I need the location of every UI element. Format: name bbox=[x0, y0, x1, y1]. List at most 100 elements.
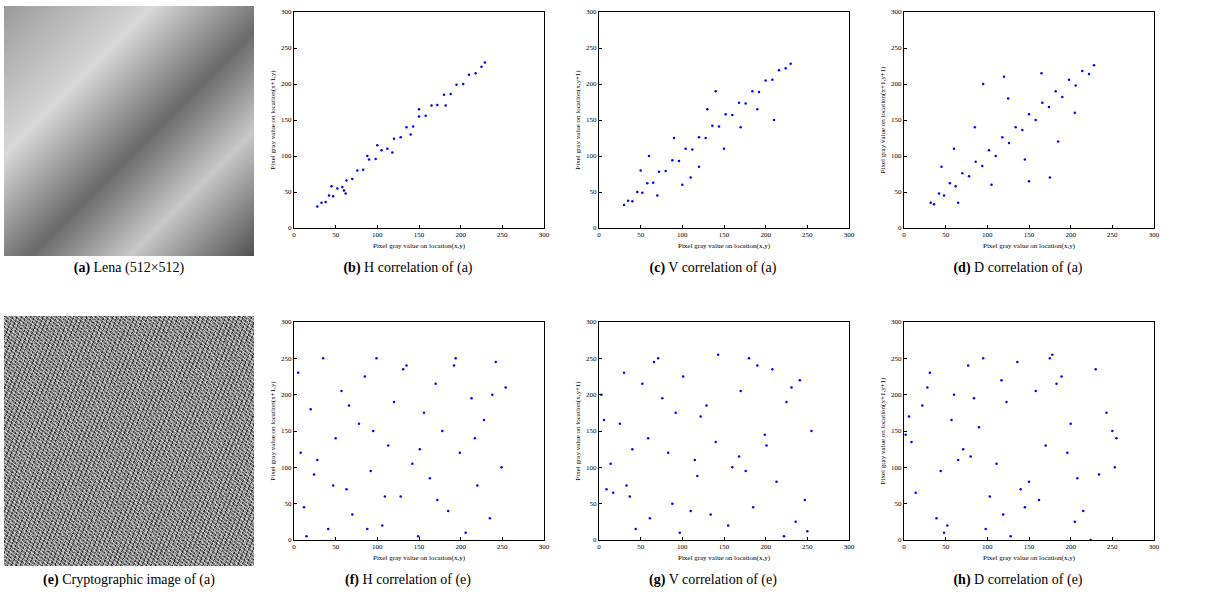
svg-text:250: 250 bbox=[1107, 231, 1118, 239]
svg-text:150: 150 bbox=[891, 427, 902, 435]
svg-text:250: 250 bbox=[586, 44, 597, 52]
svg-text:100: 100 bbox=[677, 543, 688, 551]
svg-text:Pixel gray value on location(x: Pixel gray value on location(x+1,y) bbox=[269, 381, 277, 481]
svg-text:200: 200 bbox=[281, 80, 292, 88]
svg-text:250: 250 bbox=[281, 355, 292, 363]
svg-text:200: 200 bbox=[586, 80, 597, 88]
svg-text:250: 250 bbox=[497, 543, 508, 551]
svg-text:200: 200 bbox=[760, 543, 771, 551]
svg-text:50: 50 bbox=[332, 543, 340, 551]
svg-text:300: 300 bbox=[539, 231, 550, 239]
svg-text:Pixel gray value on location(x: Pixel gray value on location(x,y+1) bbox=[574, 381, 582, 481]
svg-text:300: 300 bbox=[539, 543, 550, 551]
svg-text:150: 150 bbox=[281, 116, 292, 124]
svg-text:200: 200 bbox=[891, 391, 902, 399]
svg-text:50: 50 bbox=[332, 231, 340, 239]
svg-text:200: 200 bbox=[586, 391, 597, 399]
svg-text:0: 0 bbox=[902, 231, 906, 239]
svg-text:250: 250 bbox=[586, 355, 597, 363]
svg-text:150: 150 bbox=[891, 116, 902, 124]
svg-text:250: 250 bbox=[1107, 543, 1118, 551]
svg-text:100: 100 bbox=[891, 152, 902, 160]
svg-text:100: 100 bbox=[372, 231, 383, 239]
svg-text:0: 0 bbox=[292, 231, 296, 239]
svg-text:100: 100 bbox=[586, 464, 597, 472]
svg-text:Pixel gray value on location(x: Pixel gray value on location(x+1,y+1) bbox=[879, 66, 887, 174]
svg-text:0: 0 bbox=[597, 231, 601, 239]
svg-text:250: 250 bbox=[891, 355, 902, 363]
svg-text:Pixel gray value on location(x: Pixel gray value on location(x,y) bbox=[983, 554, 1076, 562]
svg-text:250: 250 bbox=[802, 543, 813, 551]
svg-text:300: 300 bbox=[586, 8, 597, 16]
svg-text:0: 0 bbox=[593, 224, 597, 232]
svg-text:0: 0 bbox=[898, 536, 902, 544]
html-text:(c) V correlation of (a): (c) V correlation of (a) bbox=[649, 260, 777, 275]
svg-text:100: 100 bbox=[372, 543, 383, 551]
svg-text:0: 0 bbox=[288, 536, 292, 544]
svg-text:Pixel gray value on location(x: Pixel gray value on location(x+1,y+1) bbox=[879, 377, 887, 485]
svg-text:300: 300 bbox=[844, 231, 855, 239]
svg-text:50: 50 bbox=[590, 500, 598, 508]
svg-text:300: 300 bbox=[1149, 543, 1160, 551]
svg-text:Pixel gray value on location(x: Pixel gray value on location(x,y) bbox=[983, 242, 1076, 250]
svg-text:300: 300 bbox=[281, 318, 292, 326]
svg-text:Pixel gray value on location(x: Pixel gray value on location(x,y) bbox=[678, 242, 771, 250]
svg-text:200: 200 bbox=[1065, 543, 1076, 551]
html-text:(b) H correlation of (a): (b) H correlation of (a) bbox=[343, 260, 473, 275]
svg-text:0: 0 bbox=[902, 543, 906, 551]
svg-text:150: 150 bbox=[414, 543, 425, 551]
svg-text:200: 200 bbox=[455, 231, 466, 239]
svg-text:Pixel gray value on location(x: Pixel gray value on location(x,y) bbox=[678, 554, 771, 562]
svg-text:50: 50 bbox=[285, 500, 293, 508]
svg-text:50: 50 bbox=[942, 543, 950, 551]
svg-text:100: 100 bbox=[982, 231, 993, 239]
svg-text:150: 150 bbox=[719, 543, 730, 551]
svg-text:200: 200 bbox=[760, 231, 771, 239]
svg-text:250: 250 bbox=[802, 231, 813, 239]
svg-text:250: 250 bbox=[497, 231, 508, 239]
svg-text:50: 50 bbox=[637, 543, 645, 551]
svg-text:300: 300 bbox=[281, 8, 292, 16]
svg-text:100: 100 bbox=[586, 152, 597, 160]
html-text:(e) Cryptographic image of (a): (e) Cryptographic image of (a) bbox=[43, 572, 215, 587]
svg-text:150: 150 bbox=[586, 116, 597, 124]
svg-text:Pixel gray value on location(x: Pixel gray value on location(x,y) bbox=[373, 554, 466, 562]
svg-text:50: 50 bbox=[895, 500, 903, 508]
svg-text:0: 0 bbox=[593, 536, 597, 544]
svg-text:0: 0 bbox=[288, 224, 292, 232]
svg-text:0: 0 bbox=[292, 543, 296, 551]
svg-text:300: 300 bbox=[891, 318, 902, 326]
svg-text:100: 100 bbox=[677, 231, 688, 239]
svg-text:250: 250 bbox=[891, 44, 902, 52]
svg-text:100: 100 bbox=[982, 543, 993, 551]
svg-text:100: 100 bbox=[281, 152, 292, 160]
svg-text:150: 150 bbox=[586, 427, 597, 435]
svg-text:0: 0 bbox=[898, 224, 902, 232]
svg-text:50: 50 bbox=[942, 231, 950, 239]
svg-text:200: 200 bbox=[1065, 231, 1076, 239]
svg-text:300: 300 bbox=[586, 318, 597, 326]
svg-text:200: 200 bbox=[281, 391, 292, 399]
svg-text:300: 300 bbox=[891, 8, 902, 16]
svg-text:300: 300 bbox=[1149, 231, 1160, 239]
svg-text:300: 300 bbox=[844, 543, 855, 551]
svg-text:200: 200 bbox=[891, 80, 902, 88]
svg-text:150: 150 bbox=[414, 231, 425, 239]
svg-text:50: 50 bbox=[590, 188, 598, 196]
svg-text:Pixel gray value on location(x: Pixel gray value on location(x+1,y) bbox=[269, 70, 277, 170]
svg-text:150: 150 bbox=[719, 231, 730, 239]
svg-text:0: 0 bbox=[597, 543, 601, 551]
svg-text:200: 200 bbox=[455, 543, 466, 551]
svg-text:100: 100 bbox=[281, 464, 292, 472]
svg-text:Pixel gray value on location(x: Pixel gray value on location(x,y+1) bbox=[574, 70, 582, 170]
svg-text:150: 150 bbox=[281, 427, 292, 435]
svg-text:150: 150 bbox=[1024, 543, 1035, 551]
svg-text:50: 50 bbox=[895, 188, 903, 196]
svg-text:150: 150 bbox=[1024, 231, 1035, 239]
svg-text:250: 250 bbox=[281, 44, 292, 52]
svg-text:100: 100 bbox=[891, 464, 902, 472]
svg-text:Pixel gray value on location(x: Pixel gray value on location(x,y) bbox=[373, 242, 466, 250]
html-text:(a) Lena (512×512): (a) Lena (512×512) bbox=[73, 260, 185, 275]
svg-text:50: 50 bbox=[285, 188, 293, 196]
svg-text:50: 50 bbox=[637, 231, 645, 239]
